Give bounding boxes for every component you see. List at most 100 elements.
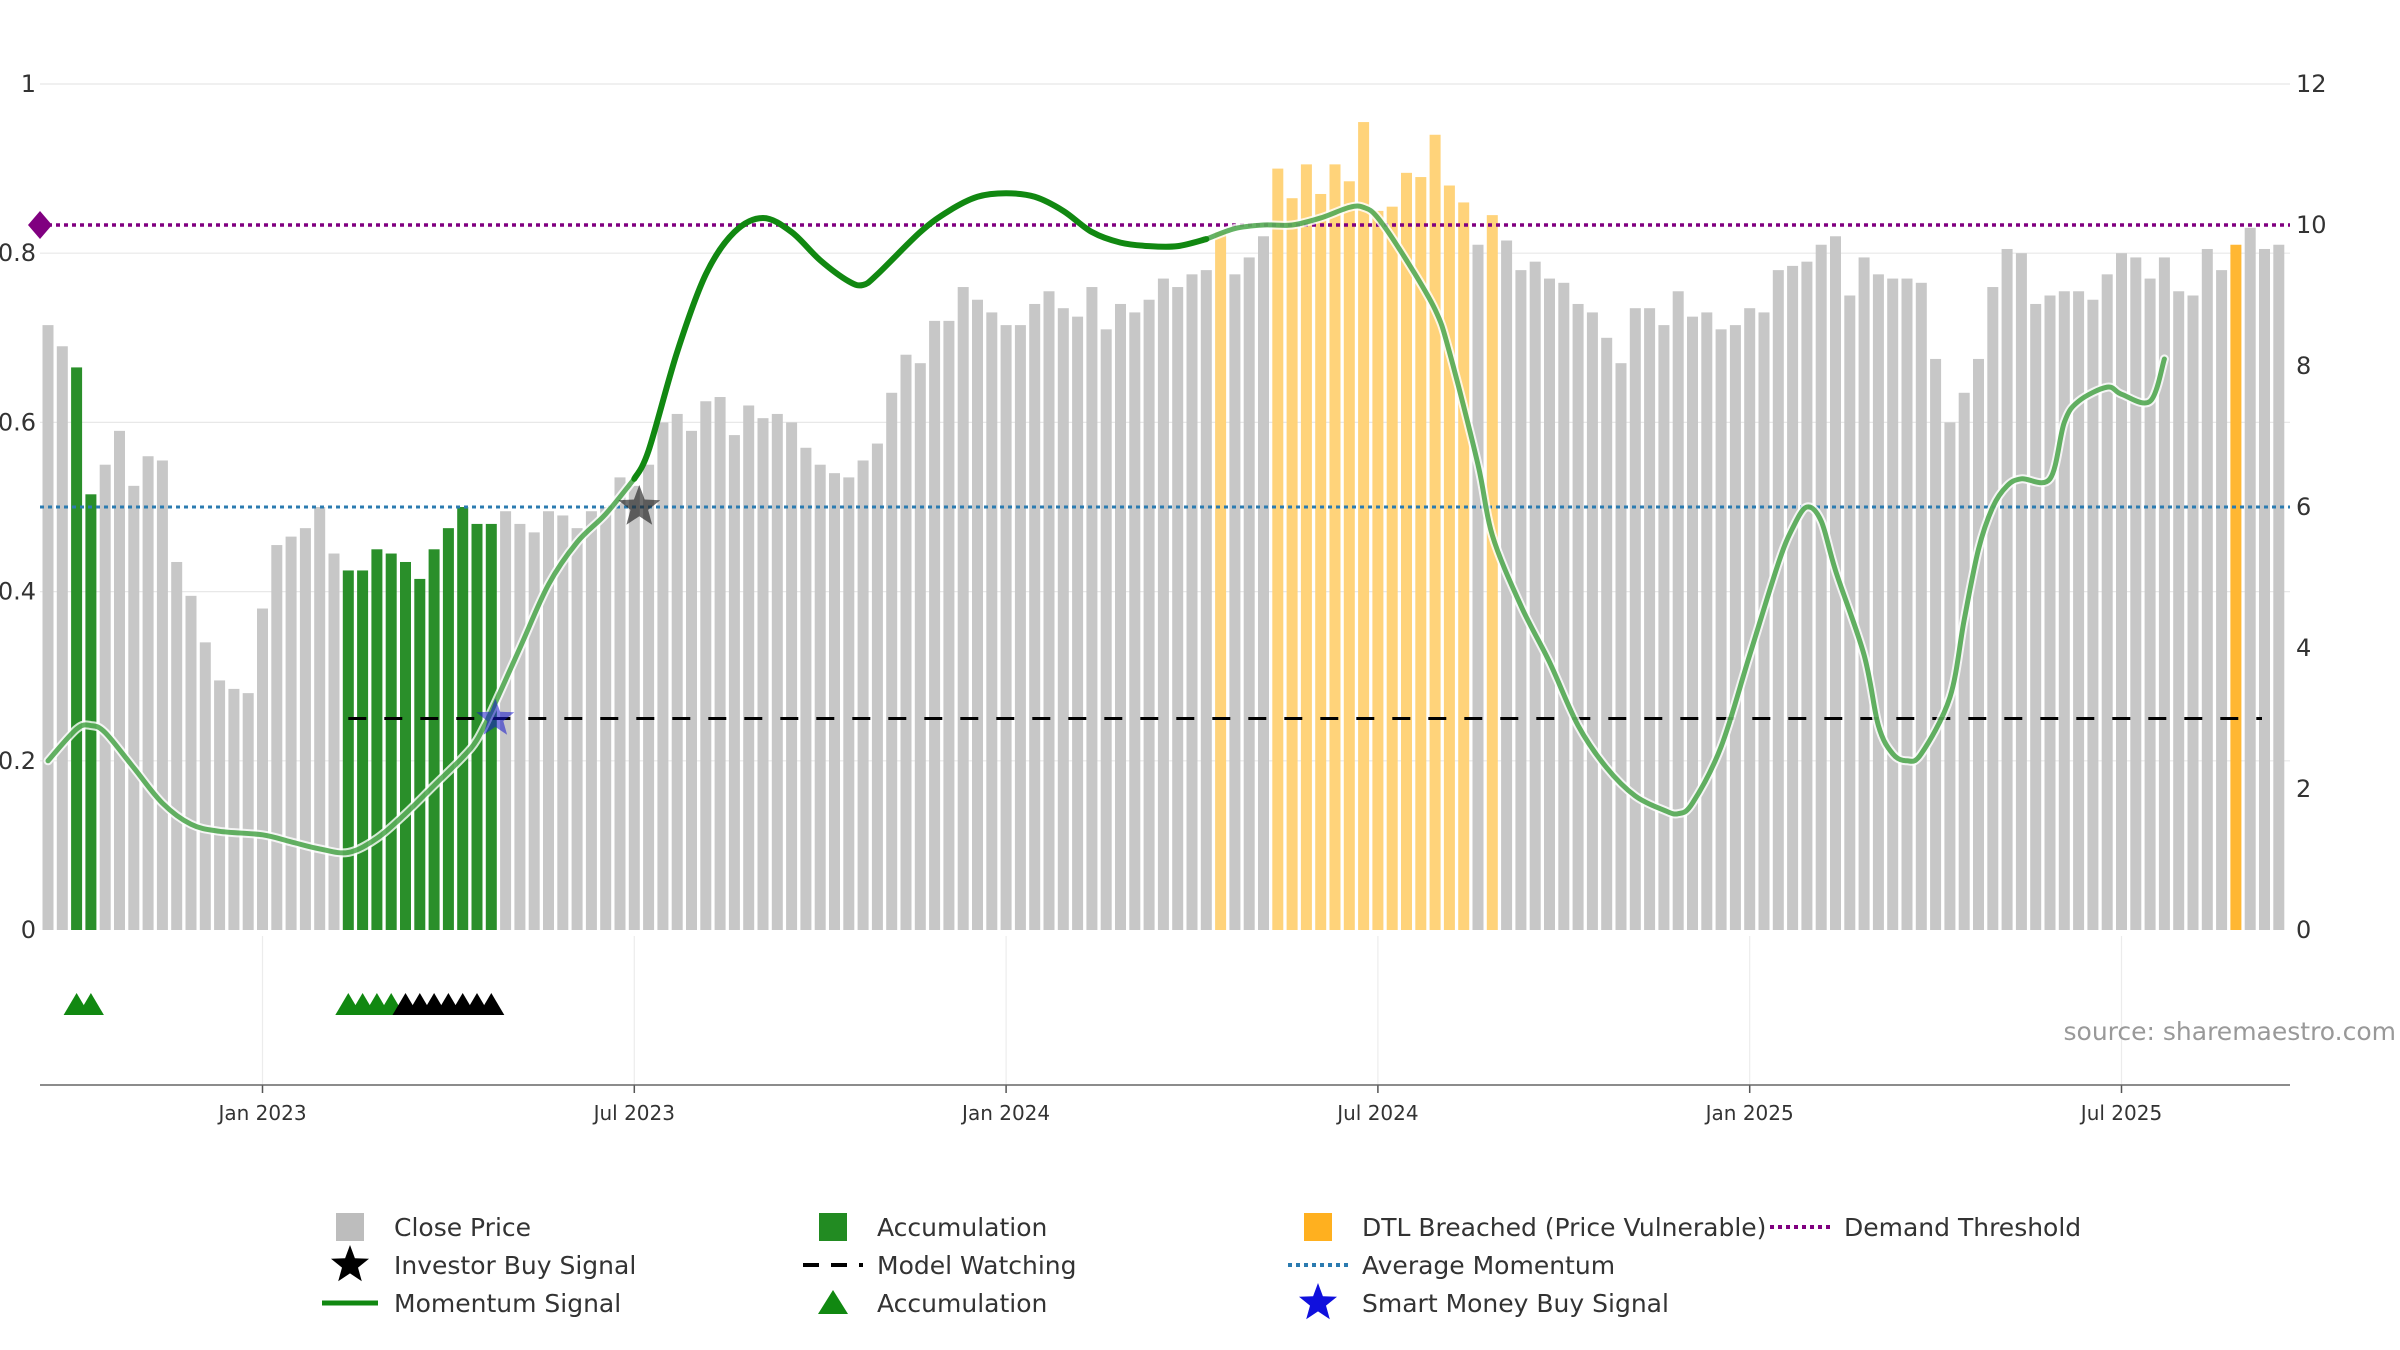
right-axis-tick-label: 10	[2296, 211, 2327, 239]
close-price-bar	[1729, 325, 1741, 930]
smart-money-buy-signal-star	[476, 698, 515, 735]
left-axis-tick-label: 0.4	[0, 578, 36, 606]
dtl-breached-bar	[1300, 164, 1312, 930]
signal-markers	[28, 211, 661, 1015]
close-price-bar	[314, 507, 326, 930]
legend-label: Momentum Signal	[394, 1289, 621, 1318]
right-axis-tick-label: 0	[2296, 916, 2311, 944]
close-price-bar	[2216, 270, 2228, 930]
legend-label: Investor Buy Signal	[394, 1251, 636, 1280]
x-axis-tick-label: Jan 2025	[1704, 1101, 1794, 1125]
close-price-bar	[1115, 303, 1126, 931]
close-price-bar	[514, 523, 526, 930]
close-price-bar	[1858, 257, 1870, 930]
dtl-breached-bar	[1486, 215, 1498, 930]
close-price-bar	[1601, 337, 1613, 930]
close-price-bar	[2201, 248, 2213, 931]
accumulation-bar	[71, 367, 83, 930]
close-price-bar	[228, 688, 240, 930]
close-price-bar	[1629, 308, 1641, 930]
close-price-bar	[557, 515, 569, 930]
accumulation-bar	[342, 570, 354, 930]
close-price-bar	[2101, 274, 2113, 931]
close-price-bar	[1801, 261, 1813, 930]
close-price-bar	[1772, 270, 1784, 930]
dtl-breached-bar	[1286, 198, 1298, 930]
investor-buy-signal-star	[618, 485, 661, 525]
close-price-bar	[986, 312, 998, 930]
close-price-bar	[2087, 299, 2099, 931]
accumulation-bar	[400, 561, 411, 930]
dtl-breached-bar	[1415, 177, 1427, 930]
close-price-bar	[1744, 308, 1756, 930]
x-axis-tick-label: Jul 2023	[592, 1101, 675, 1125]
close-price-bar	[972, 299, 983, 931]
dtl-breached-bar	[1215, 232, 1227, 931]
close-price-bar	[943, 320, 955, 930]
source-label: source: sharemaestro.com	[2064, 1017, 2397, 1046]
legend-item: Model Watching	[803, 1251, 1077, 1280]
close-price-bar	[771, 413, 783, 930]
close-price-bar	[214, 680, 226, 930]
x-axis-tick-label: Jul 2024	[1335, 1101, 1418, 1125]
close-price-bar	[2158, 257, 2170, 930]
close-price-bar	[800, 447, 812, 930]
close-price-bar	[1472, 244, 1484, 931]
close-price-bar	[1944, 422, 1956, 930]
left-axis-tick-label: 0.8	[0, 239, 36, 267]
close-price-bar	[114, 430, 125, 930]
legend-label: Smart Money Buy Signal	[1362, 1289, 1669, 1318]
left-axis-tick-label: 0.6	[0, 408, 36, 436]
dtl-breached-bar	[1358, 122, 1370, 930]
close-price-bar	[1229, 274, 1241, 931]
close-price-bar	[1815, 244, 1827, 931]
close-price-bar	[56, 346, 68, 930]
close-price-bar	[1544, 278, 1555, 931]
legend-item: Close Price	[336, 1213, 531, 1242]
legend-star-icon	[331, 1245, 369, 1282]
close-price-bar	[2030, 303, 2042, 931]
close-price-bar	[1787, 265, 1799, 930]
close-price-bar	[714, 397, 726, 930]
close-price-bar	[1057, 308, 1069, 930]
legend-swatch	[336, 1213, 364, 1241]
right-axis-tick-label: 2	[2296, 775, 2311, 803]
momentum-signal-line	[1203, 203, 2167, 817]
legend-label: DTL Breached (Price Vulnerable)	[1362, 1213, 1766, 1242]
close-price-bar	[299, 528, 311, 930]
close-price-bar	[2273, 244, 2285, 931]
accumulation-bar	[357, 570, 369, 930]
close-price-bar	[500, 511, 512, 930]
legend-label: Accumulation	[877, 1213, 1047, 1242]
dtl-breached-bar	[1401, 172, 1412, 930]
close-price-bar	[1143, 299, 1155, 931]
close-price-bar	[199, 642, 211, 930]
close-price-bar	[1529, 261, 1541, 930]
accumulation-bar	[428, 549, 440, 930]
close-price-bar	[1258, 236, 1269, 930]
legend-item: Average Momentum	[1288, 1251, 1615, 1280]
close-price-bar	[757, 418, 769, 930]
close-price-bar	[285, 536, 297, 930]
close-price-bar	[1043, 291, 1055, 930]
close-price-bar	[1887, 278, 1899, 931]
close-price-bar	[1872, 274, 1884, 931]
close-price-bar	[2044, 295, 2056, 930]
close-price-bar	[1930, 358, 1942, 930]
accumulation-bar	[414, 578, 426, 930]
legend-label: Close Price	[394, 1213, 531, 1242]
accumulation-bar	[371, 549, 383, 930]
signal-lines	[40, 190, 2290, 858]
close-price-bar	[2015, 253, 2027, 930]
left-axis-tick-label: 0	[21, 916, 36, 944]
close-price-bar	[900, 354, 912, 931]
legend-item: Investor Buy Signal	[331, 1245, 636, 1282]
close-price-bar	[1172, 287, 1184, 930]
close-price-bar	[2001, 248, 2013, 931]
close-price-bar	[1644, 308, 1656, 930]
legend-item: Demand Threshold	[1770, 1213, 2081, 1242]
close-price-bar	[2244, 227, 2256, 930]
legend-item: Accumulation	[818, 1289, 1047, 1318]
legend-item: DTL Breached (Price Vulnerable)	[1304, 1213, 1766, 1242]
